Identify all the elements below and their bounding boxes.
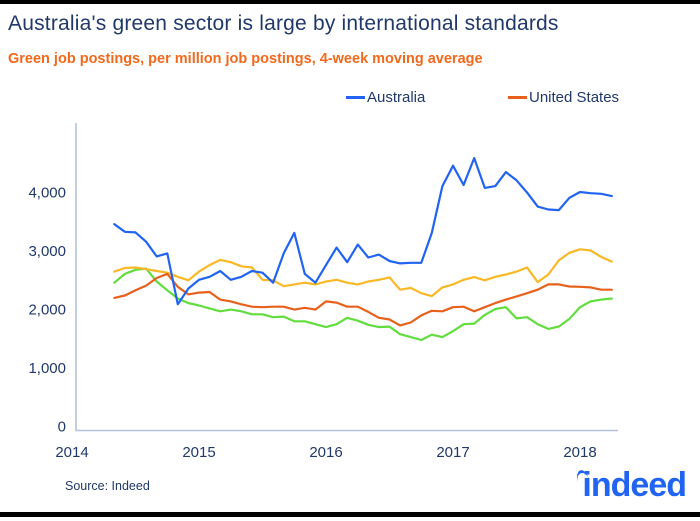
x-axis-tick-label: 2014 bbox=[55, 444, 88, 461]
x-axis-tick-label: 2018 bbox=[563, 444, 596, 461]
series-line-unlabeled-2 bbox=[113, 248, 613, 298]
y-axis-tick-label: 4,000 bbox=[28, 185, 66, 202]
series-line-unlabeled-3 bbox=[113, 267, 613, 342]
y-axis-tick-label: 2,000 bbox=[28, 302, 66, 319]
legend-item-australia: Australia bbox=[346, 89, 425, 106]
y-axis-tick-label: 3,000 bbox=[28, 243, 66, 260]
legend-label-united-states: United States bbox=[529, 89, 620, 106]
y-axis-tick-label: 1,000 bbox=[28, 360, 66, 377]
series-line-united-states bbox=[113, 272, 613, 327]
x-axis-tick-label: 2016 bbox=[309, 444, 342, 461]
y-axis-tick-label: 0 bbox=[58, 419, 66, 436]
x-axis-tick-label: 2017 bbox=[436, 444, 469, 461]
bottom-accent-bar bbox=[0, 512, 700, 517]
axis-lines bbox=[75, 123, 618, 432]
top-accent-bar bbox=[0, 0, 700, 4]
series-line-australia bbox=[113, 157, 613, 306]
source-text: Source: Indeed bbox=[65, 479, 150, 493]
chart-title: Australia's green sector is large by int… bbox=[8, 12, 559, 35]
chart-subtitle: Green job postings, per million job post… bbox=[8, 51, 483, 67]
indeed-logo: indeed bbox=[582, 466, 687, 504]
legend-label-australia: Australia bbox=[367, 89, 426, 106]
legend-swatch-united-states-icon bbox=[508, 96, 527, 99]
legend-item-united-states: United States bbox=[508, 89, 619, 106]
x-axis-tick-label: 2015 bbox=[182, 444, 215, 461]
legend-swatch-australia-icon bbox=[346, 96, 365, 99]
